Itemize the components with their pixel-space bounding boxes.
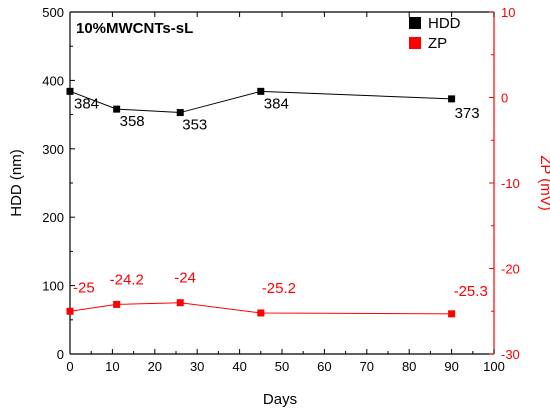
left-axis-title: HDD (nm)	[8, 149, 25, 217]
y-left-tick-label: 100	[42, 279, 64, 294]
data-point-hdd	[66, 87, 74, 95]
y-right-tick-label: -10	[501, 176, 520, 191]
data-point-hdd	[257, 87, 265, 95]
labels-layer: 384 358 353 384 373 -25 -24.2 -24 -25.2 -25.3	[73, 95, 488, 299]
x-tick-label: 40	[232, 359, 246, 374]
y-left-tick-label: 400	[42, 73, 64, 88]
data-label-hdd: 358	[120, 113, 145, 130]
right-axis-title: ZP (mV)	[537, 155, 550, 211]
y-right-tick-label: -20	[501, 262, 520, 277]
data-point-hdd	[113, 105, 121, 113]
x-tick-label: 80	[402, 359, 416, 374]
data-label-hdd: 373	[455, 105, 480, 122]
x-tick-label: 70	[360, 359, 374, 374]
legend-label-zp: ZP	[428, 35, 447, 52]
data-label-hdd: 384	[74, 95, 99, 112]
data-point-hdd	[176, 109, 184, 117]
data-label-zp: -24.2	[110, 271, 144, 288]
x-tick-label: 60	[317, 359, 331, 374]
x-tick-label: 10	[105, 359, 119, 374]
y-left-tick-label: 500	[42, 5, 64, 20]
data-label-zp: -25.3	[454, 283, 488, 300]
x-tick-label: 30	[190, 359, 204, 374]
y-right-tick-label: -30	[501, 347, 520, 362]
data-point-zp	[113, 300, 121, 308]
y-left-tick-label: 0	[57, 347, 64, 362]
data-point-zp	[448, 310, 456, 318]
legend-swatch-zp	[409, 37, 421, 49]
data-point-zp	[66, 307, 74, 315]
y-left-tick-label: 200	[42, 210, 64, 225]
data-label-hdd: 353	[182, 117, 207, 134]
series-layer	[66, 87, 456, 318]
legend: HDD ZP	[409, 15, 461, 52]
data-point-zp	[257, 309, 265, 317]
legend-label-hdd: HDD	[428, 15, 461, 32]
data-label-zp: -25.2	[262, 280, 296, 297]
data-label-hdd: 384	[264, 95, 289, 112]
y-right-tick-label: 10	[501, 5, 515, 20]
x-tick-label: 20	[148, 359, 162, 374]
x-tick-label: 100	[483, 359, 505, 374]
x-tick-label: 90	[444, 359, 458, 374]
y-left-tick-label: 300	[42, 142, 64, 157]
chart-title: 10%MWCNTs-sL	[76, 20, 193, 37]
data-point-zp	[176, 299, 184, 307]
x-axis-title: Days	[263, 391, 297, 408]
data-point-hdd	[448, 95, 456, 103]
axes-layer: 0 10 20 30 40 50 60 70 80 90 1000100200300400500-3…	[42, 5, 520, 374]
data-label-zp: -25	[73, 279, 95, 296]
x-tick-label: 0	[66, 359, 73, 374]
data-label-zp: -24	[174, 270, 196, 287]
legend-swatch-hdd	[409, 17, 421, 29]
x-tick-label: 50	[275, 359, 289, 374]
y-right-tick-label: 0	[501, 91, 508, 106]
